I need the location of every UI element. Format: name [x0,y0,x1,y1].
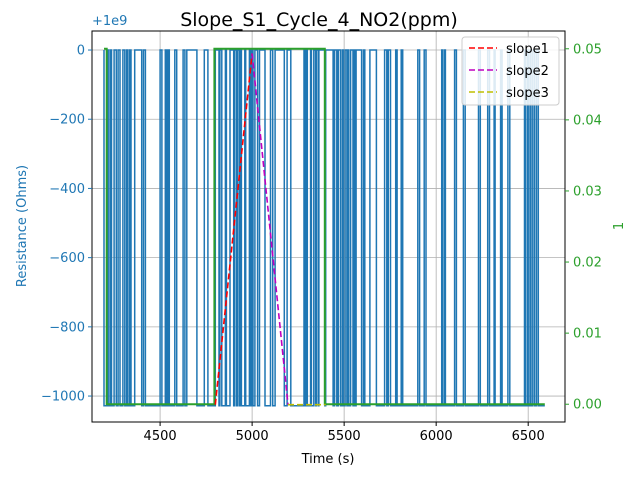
legend-label-slope3: slope3 [506,86,549,101]
offset-label: +1e9 [92,14,127,29]
y-right-tick-label: 0.02 [573,256,602,271]
y-left-tick-label: −600 [49,251,85,266]
x-tick-label: 6500 [512,429,545,444]
y-right-tick-label: 0.05 [573,42,602,57]
y-left-axis-label: Resistance (Ohms) [15,165,30,287]
plot-frame [91,30,566,423]
y-right-tick-label: 0.04 [573,113,602,128]
chart-title: Slope_S1_Cycle_4_NO2(ppm) [180,9,458,31]
concentration-line [104,47,545,406]
y-right-axis-label: 1 [612,222,627,230]
slope-line-slope1 [214,53,253,405]
resistance-line [103,49,545,407]
legend-box [461,36,560,106]
y-left-tick-label: 0 [77,44,85,59]
x-tick-label: 5000 [236,429,269,444]
legend-label-slope2: slope2 [506,64,549,79]
x-tick-label: 4500 [144,429,177,444]
y-right-tick-label: 0.01 [573,327,602,342]
x-tick-label: 5500 [328,429,361,444]
legend-label-slope1: slope1 [506,42,549,57]
y-left-tick-label: −800 [49,320,85,335]
y-right-tick-label: 0.03 [573,184,602,199]
slope-line-slope2 [251,53,289,405]
y-left-tick-label: −400 [49,182,85,197]
y-right-tick-label: 0.00 [573,398,602,413]
y-left-tick-label: −200 [49,113,85,128]
x-tick-label: 6000 [420,429,453,444]
plot-lines [103,47,545,407]
legend: slope1 slope2 slope3 [461,36,560,106]
y-left-tick-label: −1000 [41,390,85,405]
x-axis-label: Time (s) [301,452,355,467]
axes: 4500 5000 5500 6000 6500 0 −200 −400 −600 −800 −10… [41,42,602,444]
